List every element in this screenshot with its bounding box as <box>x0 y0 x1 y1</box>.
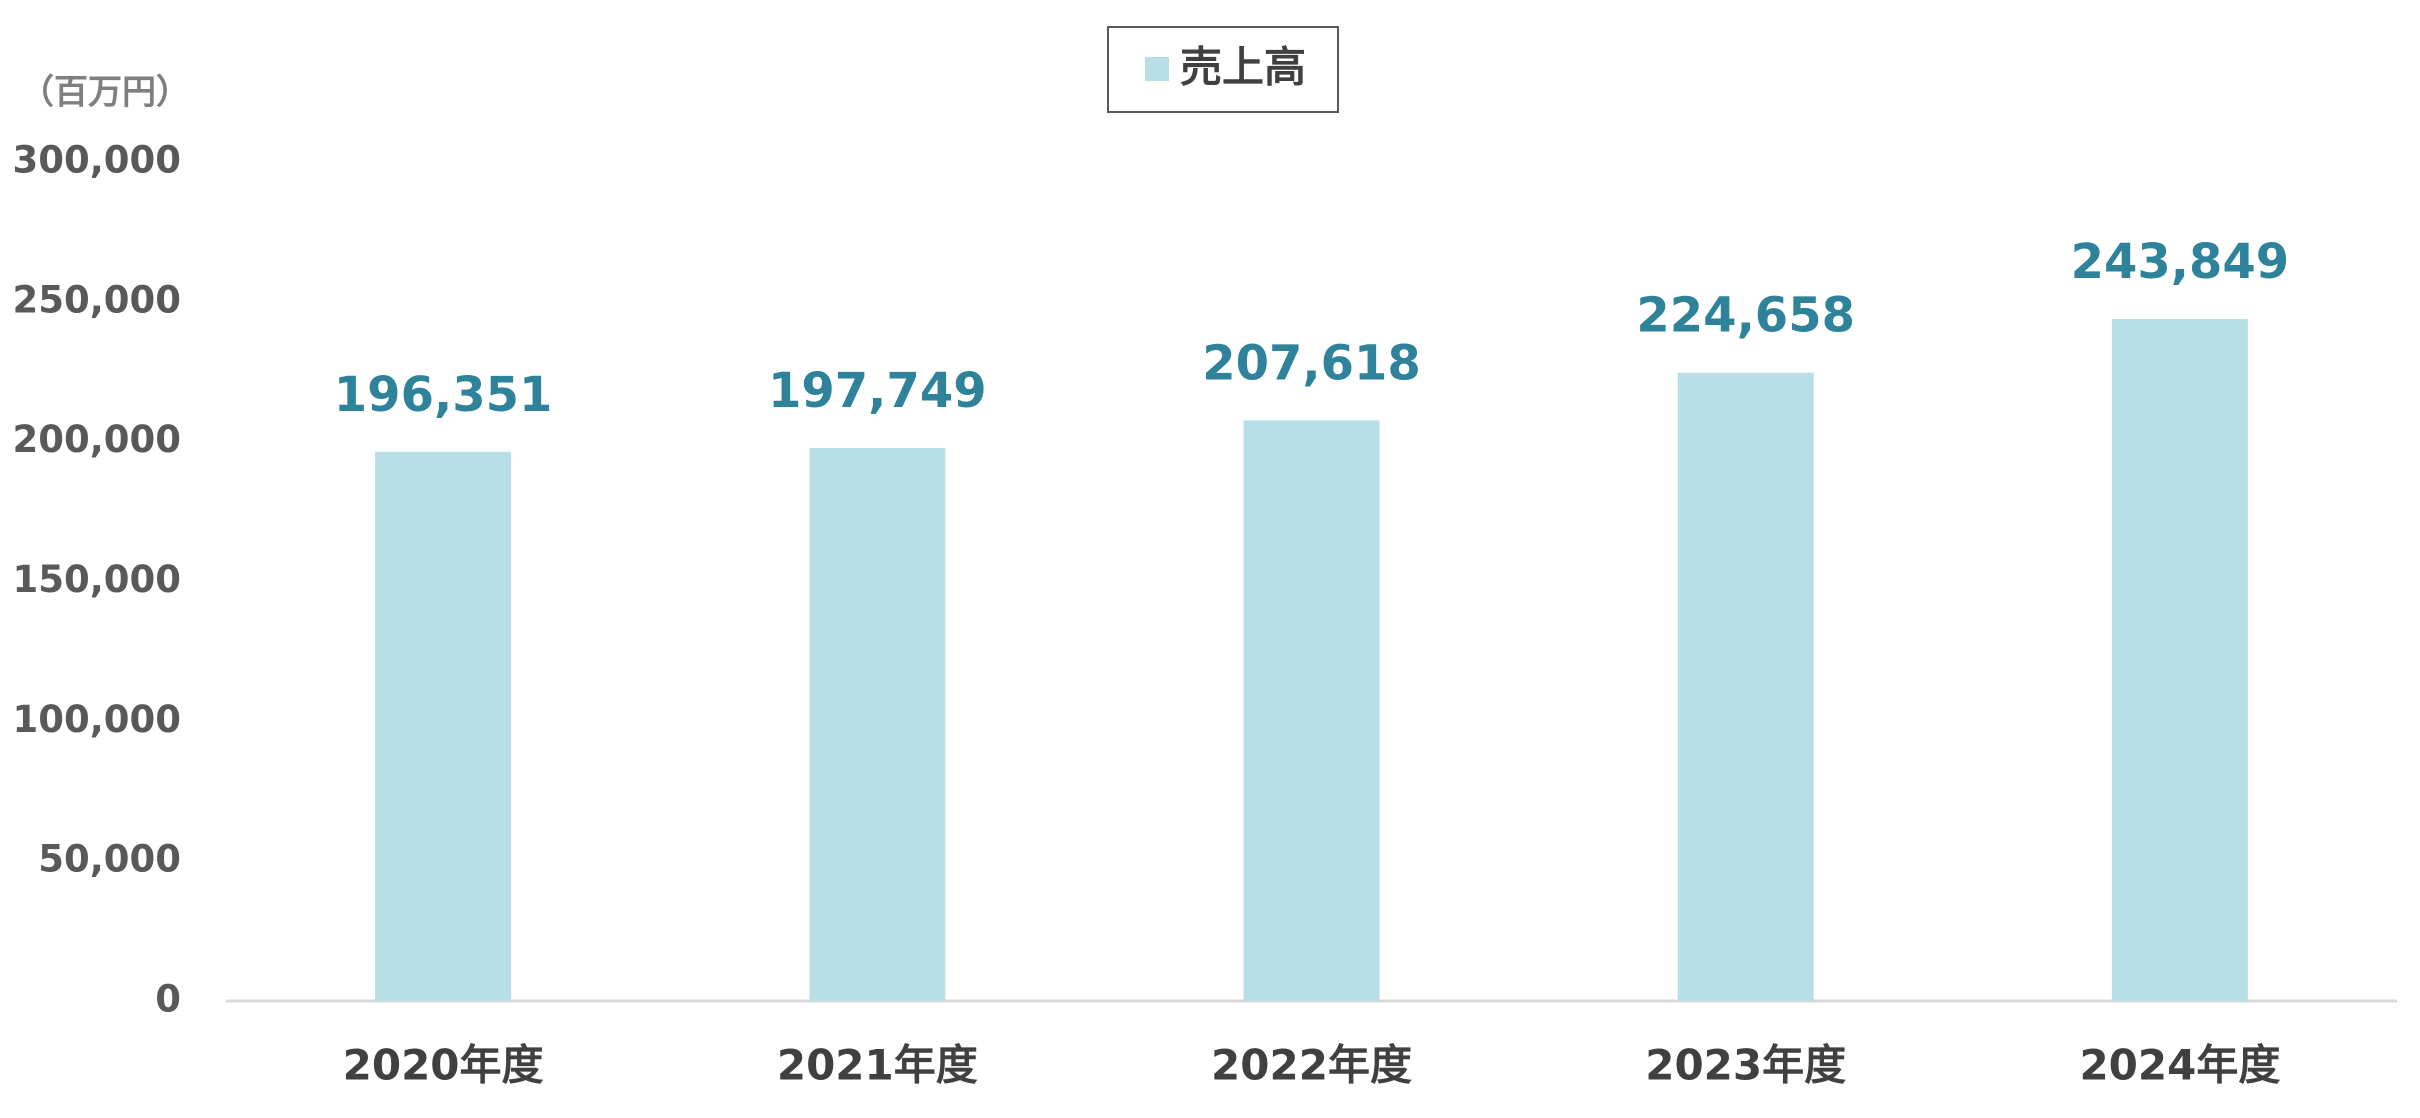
bar <box>1243 420 1380 1001</box>
x-tick-label: 2024年度 <box>2079 1041 2280 1090</box>
x-tick-label: 2023年度 <box>1645 1041 1846 1090</box>
value-label: 207,618 <box>1202 335 1421 391</box>
y-tick-label: 200,000 <box>12 418 181 461</box>
legend-swatch <box>1145 57 1169 81</box>
value-label: 196,351 <box>334 367 553 423</box>
bar <box>809 447 946 1001</box>
x-tick-label: 2021年度 <box>777 1041 978 1090</box>
y-tick-label: 100,000 <box>12 698 181 741</box>
y-tick-label: 0 <box>155 978 181 1021</box>
y-tick-label: 50,000 <box>38 838 181 881</box>
x-tick-label: 2020年度 <box>343 1041 544 1090</box>
value-label: 224,658 <box>1636 288 1855 344</box>
value-label: 197,749 <box>768 363 987 419</box>
legend-label: 売上高 <box>1180 43 1306 92</box>
y-tick-label: 300,000 <box>12 139 181 182</box>
bar <box>375 451 512 1001</box>
bar <box>1677 372 1814 1002</box>
legend-box <box>1107 26 1339 113</box>
y-tick-label: 250,000 <box>12 278 181 321</box>
x-tick-label: 2022年度 <box>1211 1041 1412 1090</box>
unit-label: （百万円） <box>20 73 190 113</box>
value-label: 243,849 <box>2071 234 2290 290</box>
bar <box>2111 319 2248 1001</box>
y-tick-label: 150,000 <box>12 558 181 601</box>
